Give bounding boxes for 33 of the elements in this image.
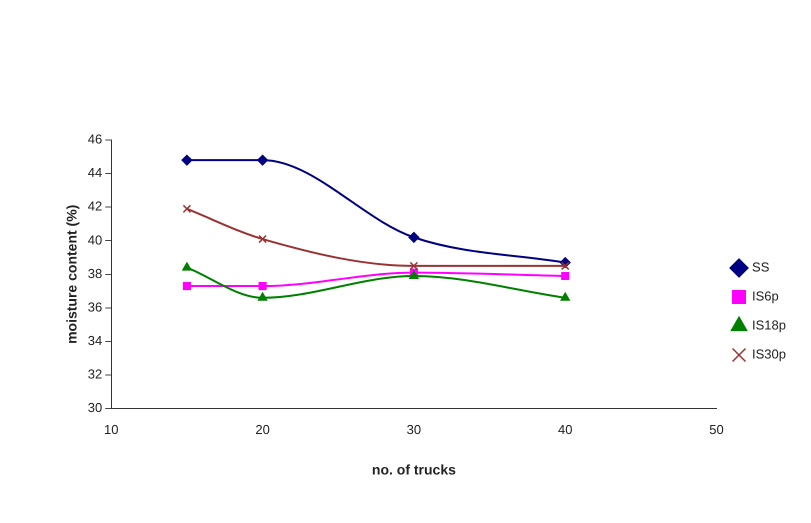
point — [258, 292, 268, 301]
legend-label: IS6p — [752, 288, 779, 304]
y-tick-label: 36 — [88, 299, 102, 314]
point — [560, 292, 570, 301]
point — [181, 154, 192, 166]
x-tick-label: 20 — [255, 422, 270, 437]
y-tick-label: 42 — [88, 198, 102, 214]
point — [258, 234, 267, 244]
y-tick-label: 32 — [88, 366, 102, 382]
x-tick-label: 50 — [709, 422, 724, 437]
y-tick-label: 30 — [88, 400, 102, 416]
point — [182, 262, 192, 271]
point — [182, 204, 192, 214]
legend-label: SS — [752, 260, 770, 275]
y-tick-label: 40 — [88, 232, 102, 248]
point — [257, 154, 268, 166]
point — [182, 282, 191, 290]
x-tick-label: 10 — [104, 422, 118, 437]
y-tick-label: 34 — [88, 333, 102, 348]
legend-label: IS30p — [752, 346, 786, 362]
y-tick-label: 46 — [88, 132, 102, 147]
point — [561, 272, 570, 280]
y-tick-label: 44 — [88, 165, 102, 180]
point — [410, 262, 418, 270]
point — [560, 262, 570, 270]
x-tick-label: 40 — [558, 422, 572, 437]
y-axis-title: moisture content (%) — [63, 204, 80, 344]
x-tick-label: 30 — [406, 422, 422, 437]
y-tick-label: 38 — [88, 266, 102, 281]
point — [258, 282, 267, 290]
x-axis-title: no. of trucks — [372, 461, 456, 478]
legend-label: IS18p — [752, 318, 786, 333]
point — [408, 232, 420, 243]
